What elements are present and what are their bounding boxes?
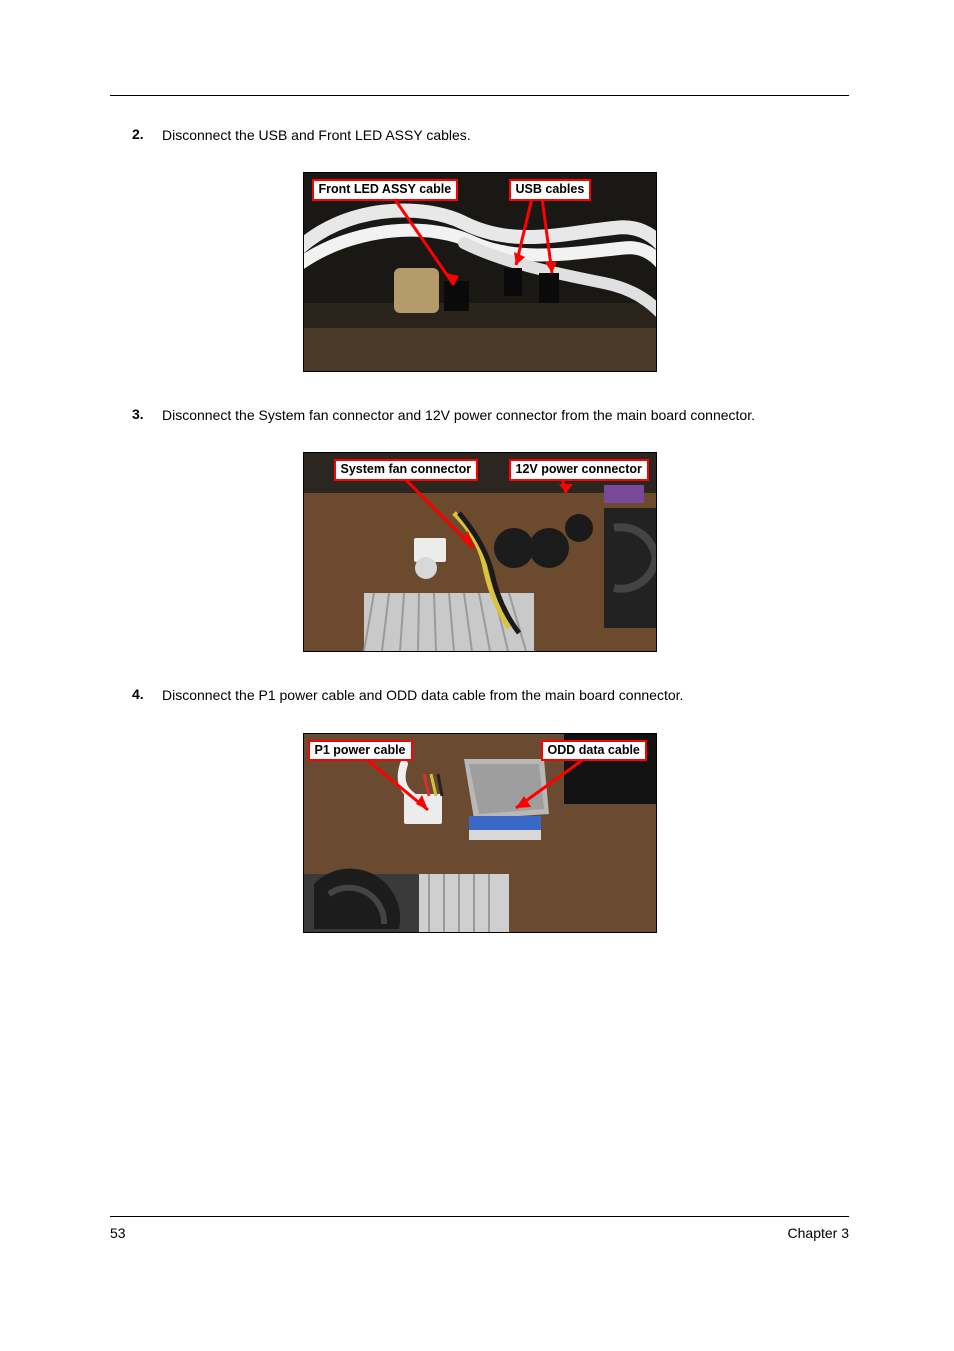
label-usb-cables: USB cables bbox=[509, 179, 592, 201]
footer-line: 53 Chapter 3 bbox=[110, 1225, 849, 1241]
figure-3: P1 power cable ODD data cable bbox=[110, 733, 849, 933]
step-text: Disconnect the P1 power cable and ODD da… bbox=[162, 686, 683, 704]
label-12v-power: 12V power connector bbox=[509, 459, 649, 481]
step-4: 4. Disconnect the P1 power cable and ODD… bbox=[132, 686, 849, 704]
top-rule bbox=[110, 95, 849, 96]
page: 2. Disconnect the USB and Front LED ASSY… bbox=[0, 0, 954, 1351]
page-number: 53 bbox=[110, 1225, 126, 1241]
step-text: Disconnect the System fan connector and … bbox=[162, 406, 755, 424]
photo-svg bbox=[304, 453, 656, 651]
figure-1: Front LED ASSY cable USB cables bbox=[110, 172, 849, 372]
photo-fan-12v: System fan connector 12V power connector bbox=[303, 452, 657, 652]
step-text: Disconnect the USB and Front LED ASSY ca… bbox=[162, 126, 471, 144]
step-3: 3. Disconnect the System fan connector a… bbox=[132, 406, 849, 424]
step-number: 2. bbox=[132, 126, 162, 142]
label-p1-power: P1 power cable bbox=[308, 740, 413, 762]
photo-svg bbox=[304, 734, 656, 932]
step-number: 3. bbox=[132, 406, 162, 422]
label-odd-data: ODD data cable bbox=[541, 740, 647, 762]
photo-p1-odd: P1 power cable ODD data cable bbox=[303, 733, 657, 933]
footer-rule bbox=[110, 1216, 849, 1217]
step-2: 2. Disconnect the USB and Front LED ASSY… bbox=[132, 126, 849, 144]
photo-svg bbox=[304, 173, 656, 371]
chapter-label: Chapter 3 bbox=[788, 1225, 849, 1241]
label-front-led: Front LED ASSY cable bbox=[312, 179, 459, 201]
photo-usb-led: Front LED ASSY cable USB cables bbox=[303, 172, 657, 372]
label-system-fan: System fan connector bbox=[334, 459, 479, 481]
footer: 53 Chapter 3 bbox=[110, 1216, 849, 1241]
step-number: 4. bbox=[132, 686, 162, 702]
figure-2: System fan connector 12V power connector bbox=[110, 452, 849, 652]
